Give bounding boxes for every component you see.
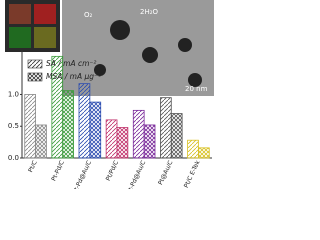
bar: [78, 83, 91, 159]
x-tick-label: Pt/C E-Tek: [183, 159, 202, 189]
bar: [160, 97, 172, 159]
x-tick-label: Pt-Pd/C: [50, 160, 66, 183]
bar: [187, 139, 199, 159]
legend-swatch: [27, 59, 43, 69]
particle: [178, 38, 192, 52]
bar: [198, 147, 210, 159]
y-tick-label: 1.0: [8, 90, 19, 98]
inset-tile: [9, 4, 31, 24]
bar: [89, 101, 102, 159]
particle: [94, 64, 106, 76]
x-tick-label: Pt/C: [27, 160, 38, 174]
bar: [62, 90, 74, 159]
x-tick-label: Pt-Pd@Au/C: [126, 160, 147, 189]
inset-tile: [34, 4, 56, 24]
bar: [35, 124, 47, 159]
bar: [24, 94, 36, 159]
particle: [188, 73, 202, 87]
bar: [132, 109, 145, 159]
inset-tile: [34, 27, 56, 48]
y-tick-label: 0.0: [8, 154, 19, 162]
legend-label: SA / mA cm⁻²: [46, 59, 96, 68]
y-tick-label: 0.5: [8, 122, 19, 130]
x-tick-label: Pt/Pd/C: [105, 160, 120, 183]
bar: [170, 113, 183, 159]
legend-swatch: [27, 72, 43, 82]
inset-tile: [9, 27, 31, 48]
bar: [143, 124, 156, 159]
annotation: 20 nm: [185, 85, 208, 93]
chart: O₂ 2H₂O 20 nm 0.0 0.5 1.0 Pt/C Pt-Pd/C Pt-Pd@…: [5, 0, 214, 189]
annotation: O₂: [84, 11, 93, 19]
annotation: 2H₂O: [140, 8, 159, 16]
x-tick-label: Pt-Pd@Au/C: [72, 160, 93, 189]
x-tick-label: Pt@Au/C: [157, 160, 174, 187]
particle: [110, 20, 130, 40]
particle: [142, 47, 158, 63]
legend-label: MSA / mA μg⁻¹: [46, 72, 101, 81]
bar: [116, 127, 129, 159]
bar: [105, 119, 118, 159]
